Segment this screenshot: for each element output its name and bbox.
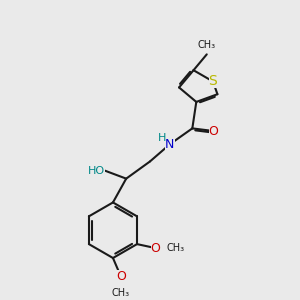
Text: O: O bbox=[151, 242, 160, 255]
Text: CH₃: CH₃ bbox=[112, 288, 130, 298]
Text: N: N bbox=[165, 138, 175, 151]
Text: S: S bbox=[208, 74, 217, 88]
Text: CH₃: CH₃ bbox=[167, 243, 185, 253]
Text: CH₃: CH₃ bbox=[198, 40, 216, 50]
Text: HO: HO bbox=[88, 166, 105, 176]
Text: H: H bbox=[158, 133, 166, 142]
Text: O: O bbox=[208, 124, 218, 137]
Text: O: O bbox=[116, 270, 126, 283]
